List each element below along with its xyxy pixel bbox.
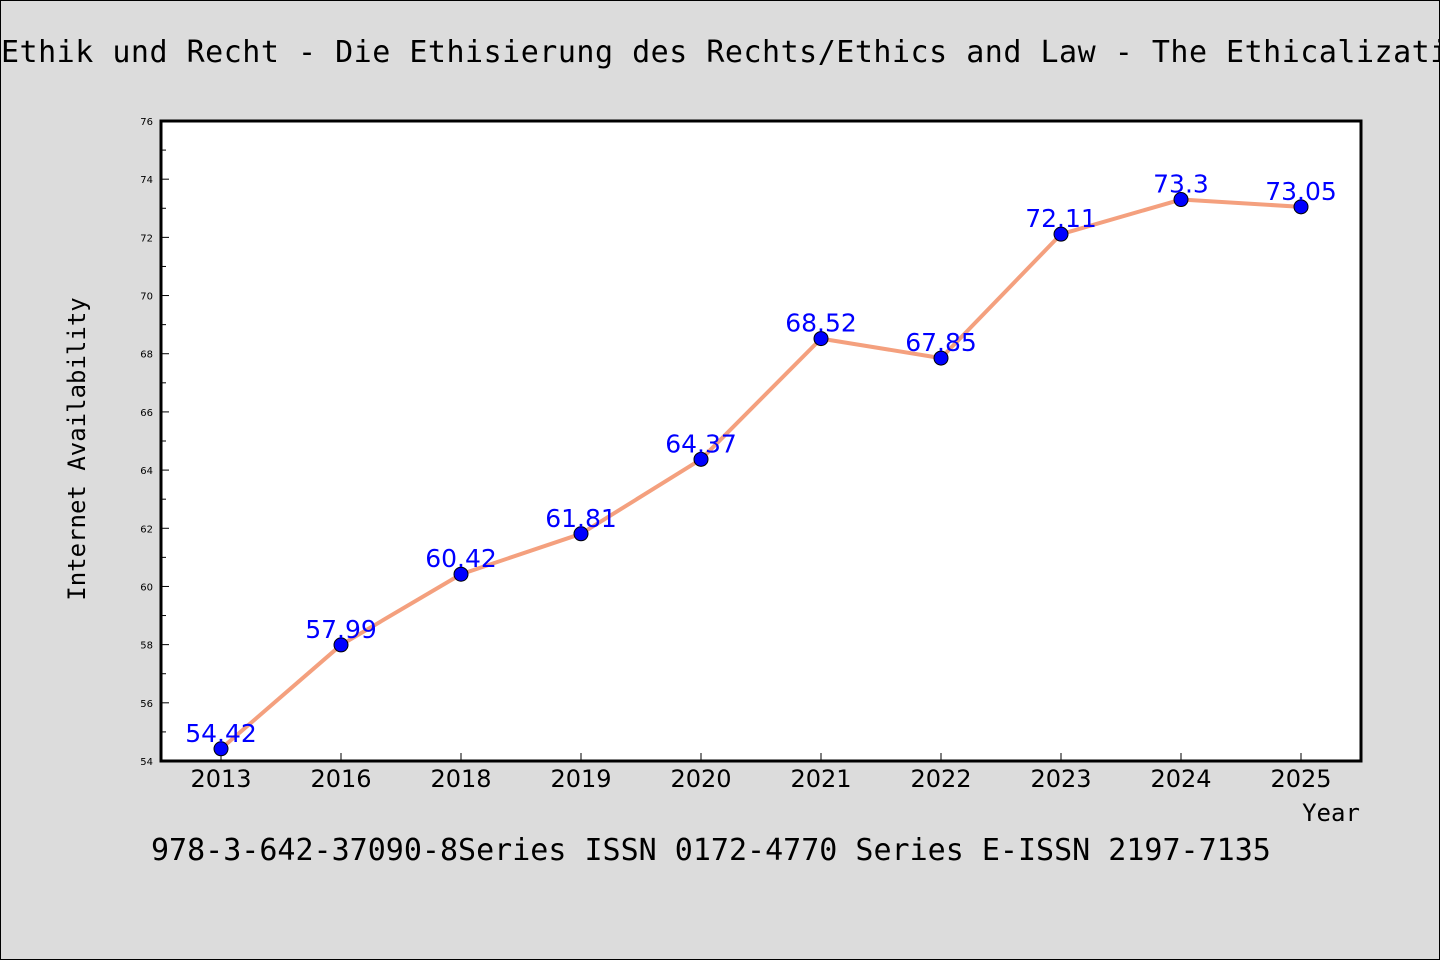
x-tick-label: 2023 bbox=[1030, 765, 1091, 793]
data-label: 57.99 bbox=[305, 615, 377, 644]
x-tick-label: 2024 bbox=[1150, 765, 1211, 793]
y-tick-label: 62 bbox=[140, 524, 153, 535]
y-tick-label: 66 bbox=[140, 408, 153, 419]
x-tick-label: 2016 bbox=[310, 765, 371, 793]
x-tick-label: 2020 bbox=[670, 765, 731, 793]
x-tick-label: 2021 bbox=[790, 765, 851, 793]
y-tick-label: 76 bbox=[140, 117, 153, 128]
y-axis: 54 56 58 60 62 64 66 68 70 72 74 76 bbox=[140, 117, 169, 768]
series bbox=[213, 192, 1309, 757]
data-label: 72.11 bbox=[1025, 204, 1097, 233]
data-point-2018 bbox=[453, 566, 469, 582]
data-label: 73.3 bbox=[1153, 170, 1209, 199]
data-point-2016 bbox=[333, 637, 349, 653]
x-tick-label: 2019 bbox=[550, 765, 611, 793]
data-label: 64.37 bbox=[665, 429, 737, 458]
y-axis-title: Internet Availability bbox=[63, 297, 91, 600]
y-tick-label: 70 bbox=[140, 292, 153, 303]
data-point-2025 bbox=[1293, 199, 1309, 215]
y-tick-label: 74 bbox=[140, 175, 153, 186]
plot-area bbox=[159, 119, 1363, 763]
data-point-2020 bbox=[693, 451, 709, 467]
data-point-2024 bbox=[1173, 192, 1189, 208]
data-label: 73.05 bbox=[1265, 177, 1337, 206]
data-labels: 54.42 57.99 60.42 61.81 64.37 68.52 67.85 72.11… bbox=[185, 170, 1337, 748]
footer-text: 978-3-642-37090-8Series ISSN 0172-4770 S… bbox=[151, 833, 1271, 868]
x-tick-label: 2025 bbox=[1270, 765, 1331, 793]
y-tick-label: 68 bbox=[140, 350, 153, 361]
x-tick-label: 2013 bbox=[190, 765, 251, 793]
data-point-2023 bbox=[1053, 226, 1069, 242]
series-line bbox=[219, 197, 1303, 751]
y-tick-label: 58 bbox=[140, 641, 153, 652]
y-tick-label: 56 bbox=[140, 699, 153, 710]
data-label: 60.42 bbox=[425, 544, 497, 573]
data-label: 68.52 bbox=[785, 309, 857, 338]
data-point-2022 bbox=[933, 350, 949, 366]
x-tick-label: 2018 bbox=[430, 765, 491, 793]
y-tick-label: 54 bbox=[140, 757, 153, 768]
x-axis-title: Year bbox=[1302, 799, 1360, 827]
y-tick-label: 72 bbox=[140, 233, 153, 244]
data-label: 54.42 bbox=[185, 719, 257, 748]
data-point-2019 bbox=[573, 526, 589, 542]
data-point-2021 bbox=[813, 331, 829, 347]
x-axis: 2013 2016 2018 2019 2020 2021 2022 2023 2024 2025 bbox=[190, 753, 1332, 793]
x-tick-label: 2022 bbox=[910, 765, 971, 793]
data-label: 61.81 bbox=[545, 504, 617, 533]
data-point-2013 bbox=[213, 741, 229, 757]
data-label: 67.85 bbox=[905, 328, 977, 357]
y-tick-label: 64 bbox=[140, 466, 153, 477]
y-tick-label: 60 bbox=[140, 582, 153, 593]
chart-title: Ethik und Recht - Die Ethisierung des Re… bbox=[1, 35, 1440, 70]
